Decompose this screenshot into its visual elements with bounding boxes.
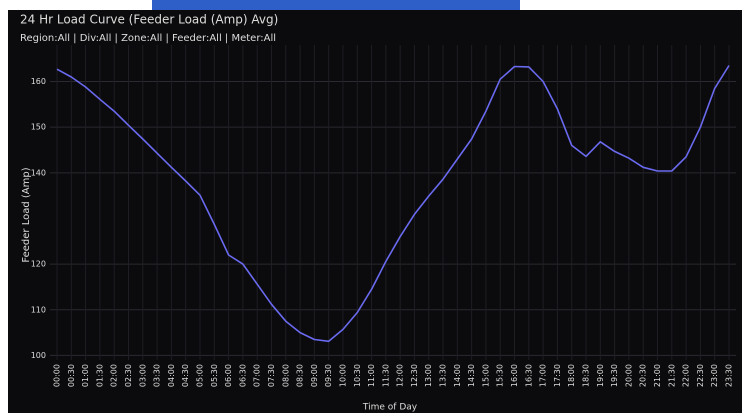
series-line: [56, 65, 730, 343]
x-tick-label: 20:00: [624, 364, 633, 387]
x-tick-label: 03:00: [138, 364, 147, 387]
x-tick-label: 19:00: [596, 364, 605, 387]
x-tick-label: 11:30: [381, 364, 390, 387]
x-tick-label: 15:00: [481, 364, 490, 387]
x-tick-label: 14:30: [467, 364, 476, 387]
x-tick-label: 02:00: [110, 364, 119, 387]
chart-background: [8, 10, 742, 413]
x-tick-label: 08:30: [296, 364, 305, 387]
x-tick-label: 21:30: [667, 364, 676, 387]
y-tick-label: 100: [31, 351, 46, 360]
header-bar: [152, 0, 520, 10]
x-tick-label: 09:00: [310, 364, 319, 387]
x-tick-label: 06:00: [224, 364, 233, 387]
y-tick-label: 120: [31, 260, 46, 269]
x-axis-label: Time of Day: [362, 403, 418, 413]
x-tick-label: 03:30: [153, 364, 162, 387]
x-tick-label: 15:30: [496, 364, 505, 387]
x-tick-label: 18:30: [582, 364, 591, 387]
y-tick-label: 160: [31, 77, 46, 86]
x-tick-label: 07:30: [267, 364, 276, 387]
x-tick-label: 02:30: [124, 364, 133, 387]
x-tick-label: 04:00: [167, 364, 176, 387]
x-tick-label: 10:00: [338, 364, 347, 387]
x-tick-label: 23:30: [725, 364, 734, 387]
x-tick-label: 09:30: [324, 364, 333, 387]
x-tick-label: 12:00: [396, 364, 405, 387]
x-tick-label: 17:30: [553, 364, 562, 387]
x-tick-label: 04:30: [181, 364, 190, 387]
y-tick-label: 110: [31, 305, 46, 314]
x-tick-label: 01:00: [81, 364, 90, 387]
x-tick-label: 13:30: [439, 364, 448, 387]
y-tick-label: 140: [31, 168, 46, 177]
x-tick-label: 22:30: [696, 364, 705, 387]
x-tick-label: 20:30: [639, 364, 648, 387]
x-tick-label: 22:00: [682, 364, 691, 387]
x-tick-label: 18:00: [567, 364, 576, 387]
x-tick-label: 10:30: [353, 364, 362, 387]
x-tick-label: 11:00: [367, 364, 376, 387]
y-tick-label: 150: [31, 123, 46, 132]
x-tick-label: 16:30: [524, 364, 533, 387]
x-tick-label: 05:30: [210, 364, 219, 387]
x-tick-label: 13:00: [424, 364, 433, 387]
x-tick-label: 00:00: [53, 364, 62, 387]
x-tick-label: 07:00: [253, 364, 262, 387]
x-tick-label: 21:00: [653, 364, 662, 387]
chart-subtitle: Region:All | Div:All | Zone:All | Feeder…: [20, 33, 276, 44]
x-tick-label: 14:00: [453, 364, 462, 387]
x-tick-label: 00:30: [67, 364, 76, 387]
x-tick-label: 16:00: [510, 364, 519, 387]
y-axis-label: Feeder Load (Amp): [21, 167, 32, 262]
x-tick-label: 06:30: [238, 364, 247, 387]
x-tick-label: 23:00: [710, 364, 719, 387]
x-tick-label: 08:00: [281, 364, 290, 387]
chart-title: 24 Hr Load Curve (Feeder Load (Amp) Avg): [20, 13, 278, 27]
x-tick-label: 19:30: [610, 364, 619, 387]
x-tick-label: 05:00: [195, 364, 204, 387]
x-tick-label: 17:00: [539, 364, 548, 387]
x-tick-label: 12:30: [410, 364, 419, 387]
x-tick-label: 01:30: [95, 364, 104, 387]
